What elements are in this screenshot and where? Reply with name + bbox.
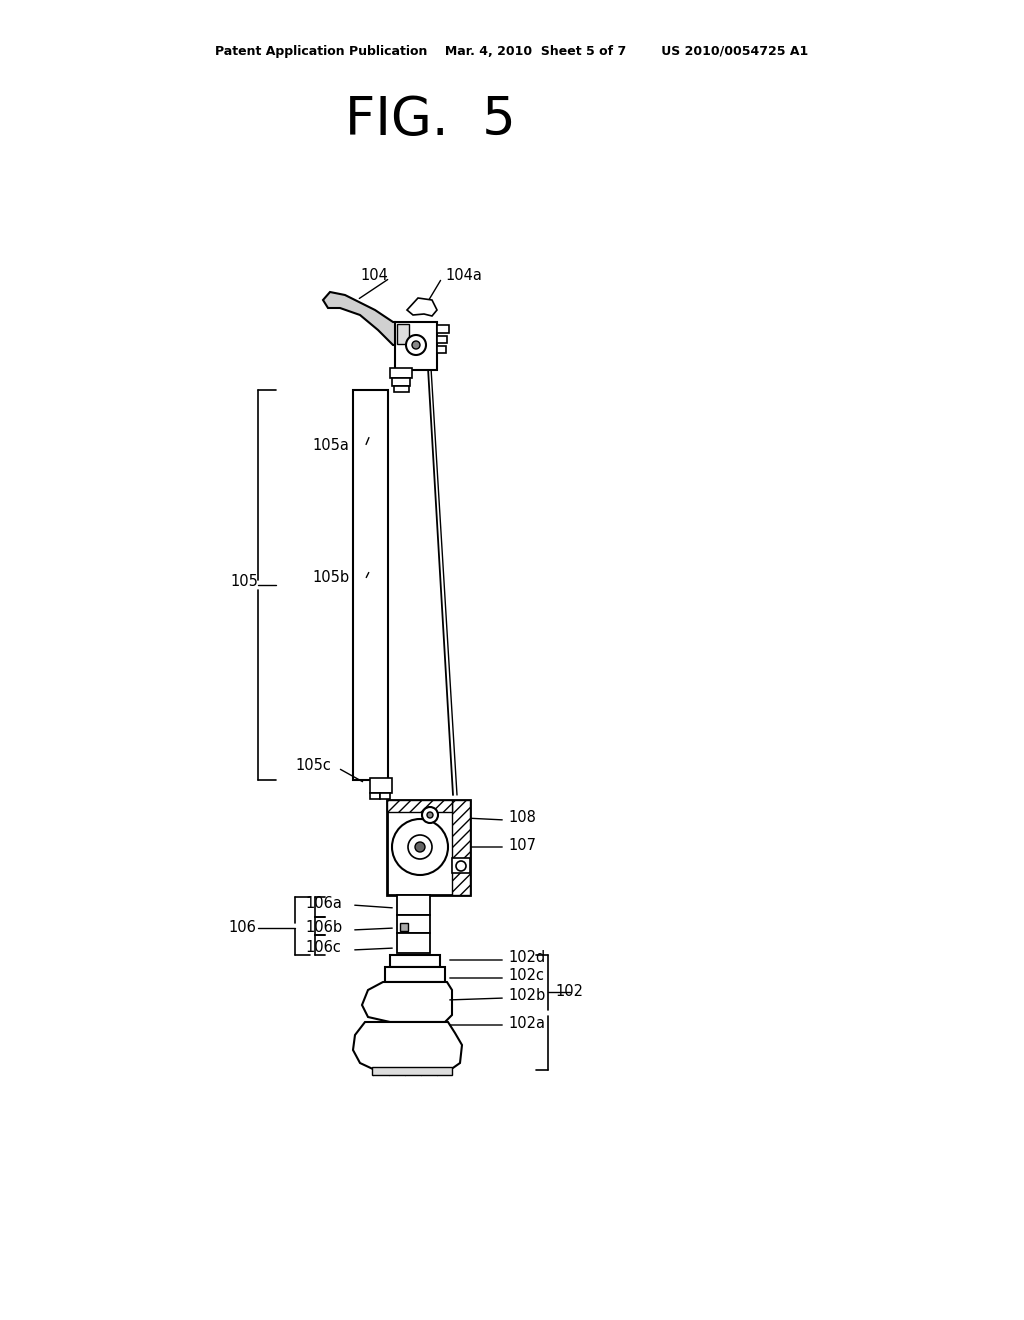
- Bar: [397, 323, 409, 345]
- Circle shape: [422, 807, 438, 822]
- Circle shape: [456, 861, 466, 871]
- Bar: [437, 325, 449, 333]
- Text: 102: 102: [555, 985, 583, 999]
- Text: 108: 108: [508, 810, 536, 825]
- Bar: [397, 933, 430, 953]
- Polygon shape: [407, 298, 437, 315]
- Circle shape: [427, 812, 433, 818]
- Circle shape: [415, 842, 425, 851]
- Bar: [353, 389, 388, 780]
- Bar: [397, 895, 430, 915]
- Bar: [370, 793, 380, 799]
- Bar: [397, 915, 430, 933]
- Bar: [452, 800, 470, 895]
- Bar: [390, 954, 440, 968]
- Text: 104: 104: [360, 268, 388, 282]
- Text: 106b: 106b: [305, 920, 342, 936]
- Text: 106: 106: [228, 920, 256, 936]
- Bar: [387, 800, 470, 895]
- Bar: [394, 385, 409, 392]
- Polygon shape: [362, 982, 452, 1022]
- Bar: [380, 793, 390, 799]
- Text: 106c: 106c: [305, 940, 341, 956]
- Text: 106a: 106a: [305, 895, 342, 911]
- Circle shape: [408, 836, 432, 859]
- Text: FIG.  5: FIG. 5: [345, 94, 515, 147]
- Polygon shape: [323, 292, 395, 345]
- Bar: [387, 800, 452, 812]
- Bar: [452, 858, 470, 873]
- Text: 105a: 105a: [312, 437, 349, 453]
- Text: Patent Application Publication    Mar. 4, 2010  Sheet 5 of 7        US 2010/0054: Patent Application Publication Mar. 4, 2…: [215, 45, 809, 58]
- Bar: [390, 368, 412, 378]
- Bar: [370, 777, 392, 793]
- Circle shape: [392, 818, 449, 875]
- Text: 105: 105: [230, 574, 258, 590]
- Text: 107: 107: [508, 837, 536, 853]
- Polygon shape: [353, 1022, 462, 1071]
- Bar: [437, 337, 447, 343]
- Text: 102c: 102c: [508, 969, 544, 983]
- Text: 102b: 102b: [508, 989, 545, 1003]
- Text: 105b: 105b: [312, 570, 349, 586]
- Bar: [437, 346, 446, 352]
- Bar: [395, 322, 437, 370]
- Text: 102a: 102a: [508, 1015, 545, 1031]
- Text: 102d: 102d: [508, 950, 545, 965]
- Circle shape: [412, 341, 420, 348]
- Circle shape: [406, 335, 426, 355]
- Bar: [385, 968, 445, 982]
- Bar: [400, 923, 408, 931]
- Bar: [372, 1067, 452, 1074]
- Bar: [392, 378, 410, 385]
- Text: 104a: 104a: [445, 268, 482, 282]
- Text: 105c: 105c: [295, 758, 331, 772]
